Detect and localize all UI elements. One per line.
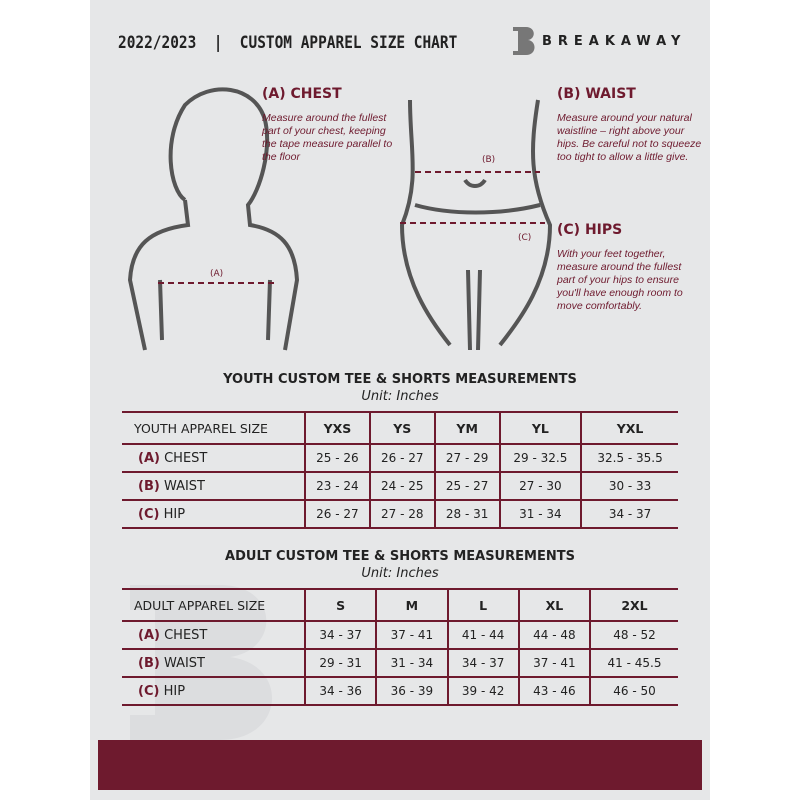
table-cell: 27 - 30	[498, 471, 582, 501]
body-illustration: (A) (B) (C)	[127, 87, 553, 351]
measure-name: CHEST	[164, 450, 208, 466]
table-cell: 43 - 46	[517, 676, 590, 706]
table-cell: 29 - 31	[303, 648, 377, 678]
hips-description: With your feet together, measure around …	[557, 248, 683, 312]
table-row: (A) CHEST 34 - 37 37 - 41 41 - 44 44 - 48 48 …	[122, 620, 678, 650]
table-cell: 34 - 37	[580, 499, 678, 529]
table-cell: 34 - 36	[303, 676, 377, 706]
brand-name: BREAKAWAY	[542, 34, 687, 49]
table-cell: 37 - 41	[375, 620, 448, 650]
table-cell: 48 - 52	[589, 620, 678, 650]
table-row: (B) WAIST 29 - 31 31 - 34 34 - 37 37 - 41 41 …	[122, 648, 678, 678]
table-row: (B) WAIST 23 - 24 24 - 25 25 - 27 27 - 30 30 …	[122, 471, 678, 501]
measure-label: (A) CHEST	[122, 443, 305, 473]
table-cell: 36 - 39	[375, 676, 448, 706]
measure-name: CHEST	[164, 627, 208, 643]
table-cell: 44 - 48	[517, 620, 590, 650]
table-cell: 32.5 - 35.5	[580, 443, 678, 473]
table-cell: 27 - 28	[368, 499, 435, 529]
table-cell: 29 - 32.5	[498, 443, 582, 473]
table-cell: 24 - 25	[368, 471, 435, 501]
youth-size-table: YOUTH APPAREL SIZE YXS YS YM YL YXL (A) CHES…	[122, 411, 678, 529]
table-row: (C) HIP 34 - 36 36 - 39 39 - 42 43 - 46 46 - …	[122, 676, 678, 706]
table-cell: 41 - 45.5	[589, 648, 678, 678]
measure-tag: (A)	[138, 627, 160, 643]
table-cell: 28 - 31	[433, 499, 500, 529]
measure-name: HIP	[163, 506, 186, 522]
lower-body-outline	[399, 99, 553, 351]
measure-tag: (C)	[138, 683, 160, 699]
footer-band	[98, 740, 702, 790]
marker-a: (A)	[210, 269, 223, 279]
measure-label: (C) HIP	[122, 676, 305, 706]
chest-description: Measure around the fullest part of your …	[262, 112, 393, 163]
chest-title: (A) CHEST	[262, 86, 342, 102]
table-cell: 23 - 24	[304, 471, 370, 501]
table-cell: 30 - 33	[580, 471, 678, 501]
table-cell: 34 - 37	[446, 648, 519, 678]
size-header: XL	[517, 588, 590, 622]
measure-tag: (A)	[138, 450, 160, 466]
measure-tag: (C)	[138, 506, 160, 522]
table-cell: 39 - 42	[446, 676, 519, 706]
size-header: YXS	[304, 411, 370, 445]
table-cell: 31 - 34	[375, 648, 448, 678]
waist-title: (B) WAIST	[557, 86, 636, 102]
brand-logo	[513, 27, 535, 55]
adult-size-table: ADULT APPAREL SIZE S M L XL 2XL (A) CHEST 34 …	[122, 588, 678, 706]
table-cell: 37 - 41	[517, 648, 590, 678]
size-header: M	[375, 588, 448, 622]
table-cell: 25 - 26	[304, 443, 370, 473]
marker-b: (B)	[482, 155, 495, 165]
size-header: 2XL	[589, 588, 678, 622]
measure-label: (A) CHEST	[122, 620, 305, 650]
measure-name: WAIST	[163, 478, 206, 494]
marker-c: (C)	[518, 233, 531, 243]
measure-tag: (B)	[138, 478, 160, 494]
size-header: YS	[368, 411, 435, 445]
size-label: YOUTH APPAREL SIZE	[122, 411, 305, 445]
table-cell: 31 - 34	[498, 499, 582, 529]
youth-unit: Unit: Inches	[361, 389, 439, 404]
size-header: YXL	[580, 411, 678, 445]
measure-name: HIP	[163, 683, 186, 699]
table-cell: 34 - 37	[303, 620, 377, 650]
table-cell: 25 - 27	[433, 471, 500, 501]
table-cell: 26 - 27	[368, 443, 435, 473]
size-header: L	[446, 588, 519, 622]
hips-title: (C) HIPS	[557, 222, 623, 238]
table-cell: 27 - 29	[433, 443, 500, 473]
size-header: S	[303, 588, 377, 622]
size-chart-page: 2022/2023 | CUSTOM APPAREL SIZE CHART BR…	[90, 0, 710, 800]
waist-description: Measure around your natural waistline – …	[557, 112, 702, 163]
table-cell: 26 - 27	[304, 499, 370, 529]
size-header: YM	[433, 411, 500, 445]
size-header: YL	[498, 411, 582, 445]
size-label: ADULT APPAREL SIZE	[122, 588, 305, 622]
measure-name: WAIST	[163, 655, 206, 671]
table-cell: 46 - 50	[589, 676, 678, 706]
table-cell: 41 - 44	[446, 620, 519, 650]
page-title: 2022/2023 | CUSTOM APPAREL SIZE CHART	[118, 33, 458, 53]
table-row: (A) CHEST 25 - 26 26 - 27 27 - 29 29 - 32.5 3…	[122, 443, 678, 473]
table-row: (C) HIP 26 - 27 27 - 28 28 - 31 31 - 34 34 - …	[122, 499, 678, 529]
measure-label: (B) WAIST	[122, 648, 305, 678]
adult-table-title: ADULT CUSTOM TEE & SHORTS MEASUREMENTS	[225, 549, 575, 564]
adult-unit: Unit: Inches	[361, 566, 439, 581]
measure-tag: (B)	[138, 655, 160, 671]
measure-label: (B) WAIST	[122, 471, 305, 501]
measure-label: (C) HIP	[122, 499, 305, 529]
youth-table-title: YOUTH CUSTOM TEE & SHORTS MEASUREMENTS	[223, 372, 577, 387]
upper-body-outline	[127, 87, 300, 351]
